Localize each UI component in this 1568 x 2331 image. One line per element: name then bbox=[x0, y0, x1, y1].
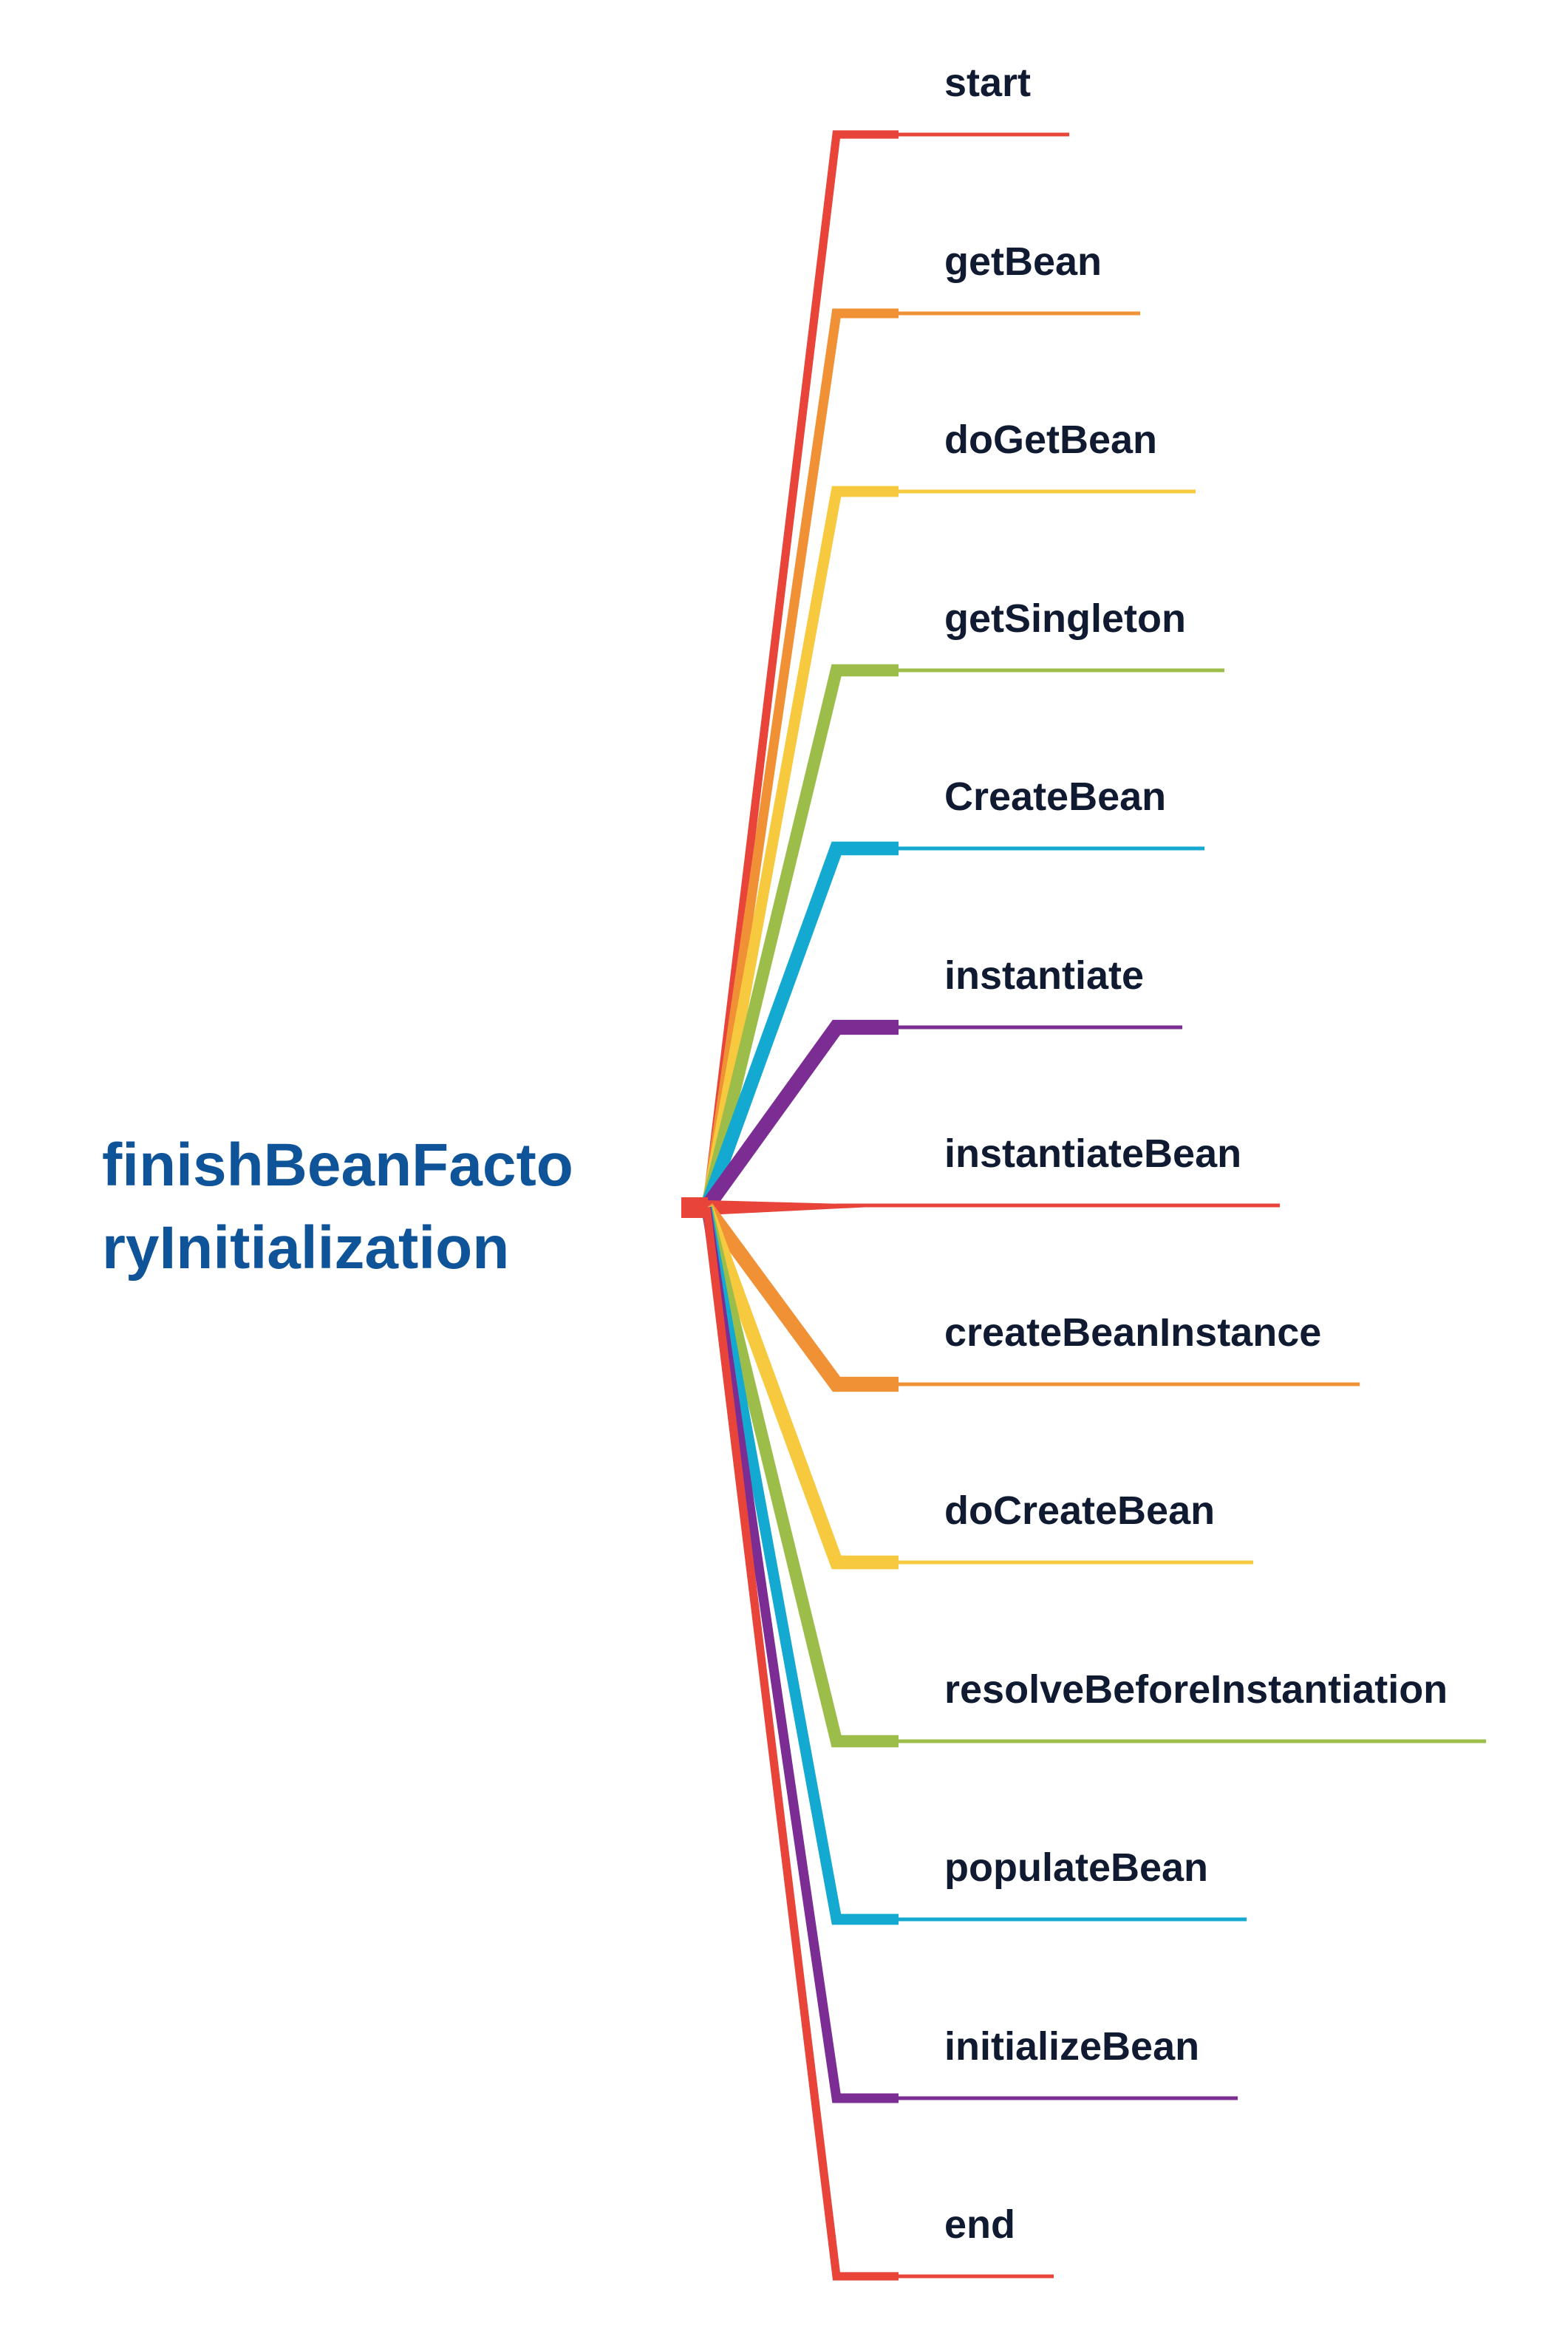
branch-label[interactable]: CreateBean bbox=[944, 775, 1166, 819]
branch-connector bbox=[706, 1200, 903, 1215]
branch-label[interactable]: start bbox=[944, 61, 1031, 105]
branch-label[interactable]: getSingleton bbox=[944, 596, 1186, 641]
branch-label[interactable]: getBean bbox=[944, 239, 1102, 284]
branch-label[interactable]: createBeanInstance bbox=[944, 1310, 1321, 1355]
root-node[interactable]: finishBeanFacto ryInitialization bbox=[102, 1132, 573, 1282]
branch-label[interactable]: populateBean bbox=[944, 1845, 1208, 1890]
branch-label[interactable]: resolveBeforeInstantiation bbox=[944, 1667, 1448, 1712]
root-connector-stub bbox=[681, 1197, 708, 1218]
branch-labels: start getBean doGetBean getSingleton CreateB… bbox=[944, 61, 1448, 2247]
root-title-line-2: ryInitialization bbox=[102, 1214, 509, 1282]
branch-underlines bbox=[836, 132, 1487, 2279]
branch-label[interactable]: end bbox=[944, 2202, 1015, 2247]
branch-label[interactable]: instantiateBean bbox=[944, 1132, 1241, 1176]
branch-label[interactable]: doCreateBean bbox=[944, 1488, 1215, 1533]
root-title-line-1: finishBeanFacto bbox=[102, 1132, 573, 1199]
branch-label[interactable]: doGetBean bbox=[944, 418, 1157, 462]
branch-label[interactable]: instantiate bbox=[944, 953, 1144, 998]
branch-label[interactable]: initializeBean bbox=[944, 2024, 1199, 2069]
